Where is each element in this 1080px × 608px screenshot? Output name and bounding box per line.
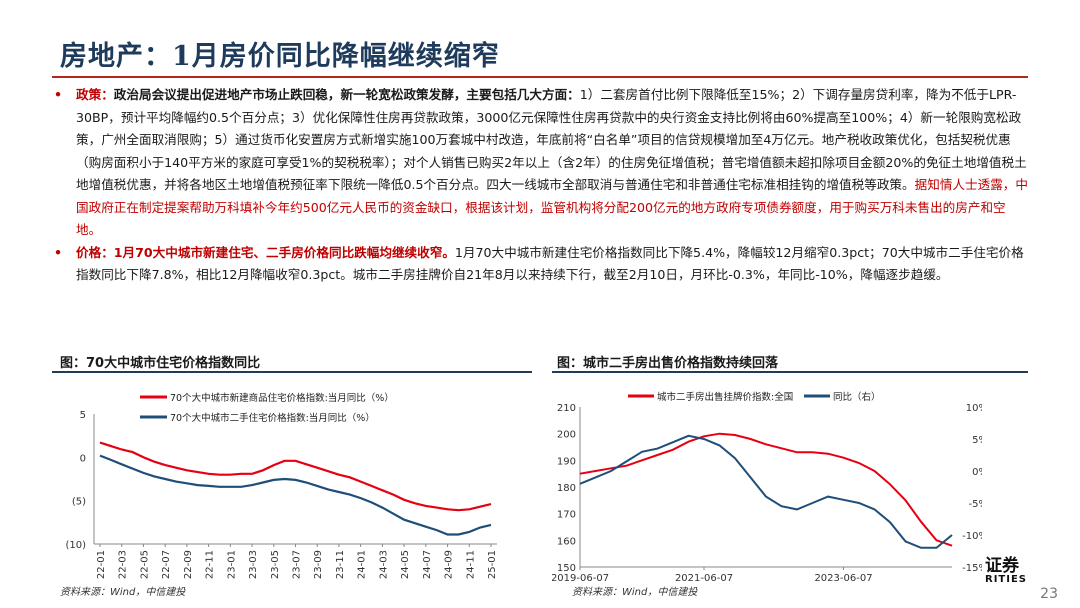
series-line-1 bbox=[99, 441, 492, 512]
y-left-tick-label: 150 bbox=[557, 563, 576, 574]
legend-label: 城市二手房出售挂牌价指数:全国 bbox=[657, 391, 793, 403]
bullet-body: 1月70大中城市新建住宅价格指数同比下降5.4%，降幅较12月缩窄0.3pct；… bbox=[76, 244, 1024, 283]
y-right-tick-label: 0% bbox=[972, 467, 982, 478]
x-tick-label: 24-11 bbox=[465, 550, 476, 579]
brand-logo-sub: RITIES bbox=[985, 574, 1027, 585]
y-tick-label: (10) bbox=[65, 540, 86, 551]
y-right-tick-label: -5% bbox=[969, 499, 982, 510]
series-line-2 bbox=[99, 454, 492, 536]
page-number: 23 bbox=[1040, 586, 1058, 602]
y-tick-label: 5 bbox=[80, 410, 86, 421]
right-chart-source: 资料来源：Wind，中信建投 bbox=[572, 587, 698, 598]
title-divider bbox=[52, 76, 1028, 78]
x-tick-label: 2019-06-07 bbox=[552, 573, 609, 584]
bullet-price: • 价格：1月70大中城市新建住宅、二手房价格同比跌幅均继续收窄。1月70大中城… bbox=[52, 242, 1028, 287]
left-chart-source: 资料来源：Wind，中信建投 bbox=[60, 587, 186, 598]
x-tick-label: 23-07 bbox=[292, 550, 303, 579]
x-tick-label: 23-09 bbox=[313, 550, 324, 579]
y-left-tick-label: 200 bbox=[557, 430, 576, 441]
y-tick-label: 0 bbox=[80, 453, 86, 464]
left-chart-rule bbox=[52, 371, 532, 373]
page-title: 房地产：1月房价同比降幅继续缩窄 bbox=[60, 41, 500, 72]
x-tick-label: 2023-06-07 bbox=[814, 573, 872, 584]
series-line-yoy bbox=[579, 434, 953, 549]
bullet-body-highlight: 据知情人士透露，中国政府正在制定提案帮助万科填补今年约500亿元人民币的资金缺口… bbox=[76, 177, 1028, 237]
x-tick-label: 23-01 bbox=[226, 550, 237, 579]
right-chart-rule bbox=[552, 371, 1028, 373]
x-tick-label: 24-05 bbox=[400, 550, 411, 579]
x-tick-label: 22-01 bbox=[96, 550, 107, 579]
x-tick-label: 24-01 bbox=[357, 550, 368, 579]
bullet-headline: 1月70大中城市新建住宅、二手房价格同比跌幅均继续收窄。 bbox=[113, 244, 455, 260]
y-left-tick-label: 190 bbox=[557, 456, 576, 467]
y-right-tick-label: 5% bbox=[972, 435, 982, 446]
bullet-dot: • bbox=[54, 244, 63, 260]
bullet-headline: 政治局会议提出促进地产市场止跌回稳，新一轮宽松政策发酵，主要包括几大方面： bbox=[113, 87, 580, 102]
x-tick-label: 2021-06-07 bbox=[675, 573, 733, 584]
legend-label: 同比（右） bbox=[833, 391, 881, 403]
x-tick-label: 23-05 bbox=[270, 550, 281, 579]
series-line-index bbox=[579, 432, 953, 547]
y-tick-label: (5) bbox=[72, 497, 86, 508]
bullet-policy: • 政策：政治局会议提出促进地产市场止跌回稳，新一轮宽松政策发酵，主要包括几大方… bbox=[52, 84, 1028, 242]
right-line-chart: 210 200 190 180 170 160 150 10% 5% 0% -5% -10% -15% 2… bbox=[552, 391, 982, 584]
brand-logo: 证券 bbox=[985, 556, 1019, 576]
x-tick-label: 23-11 bbox=[335, 550, 346, 579]
x-tick-label: 24-07 bbox=[422, 550, 433, 579]
right-chart-title: 图：城市二手房出售价格指数持续回落 bbox=[557, 356, 779, 371]
x-tick-label: 24-03 bbox=[378, 550, 389, 579]
x-tick-label: 25-01 bbox=[487, 550, 498, 579]
legend-label: 70个大中城市新建商品住宅价格指数:当月同比（%） bbox=[170, 392, 394, 404]
y-left-tick-label: 160 bbox=[557, 536, 576, 547]
y-right-tick-label: -10% bbox=[962, 531, 982, 542]
y-right-tick-label: -15% bbox=[962, 563, 982, 574]
y-right-tick-label: 10% bbox=[966, 403, 982, 414]
x-tick-label: 22-05 bbox=[139, 550, 150, 579]
x-tick-label: 23-03 bbox=[248, 550, 259, 579]
bullet-body: 1）二套房首付比例下限降低至15%；2）下调存量房贷利率，降为不低于LPR-30… bbox=[76, 87, 1027, 192]
left-line-chart: 5 0 (5) (10) 22-01 22-03 22-05 22-07 22-09 22-11 2… bbox=[65, 392, 498, 579]
x-tick-label: 22-03 bbox=[118, 550, 129, 579]
y-left-tick-label: 210 bbox=[557, 403, 576, 414]
bullet-label: 价格： bbox=[76, 244, 114, 260]
left-chart-title: 图：70大中城市住宅价格指数同比 bbox=[60, 356, 261, 371]
legend-label: 70个大中城市二手住宅价格指数:当月同比（%） bbox=[170, 412, 375, 424]
bullet-label: 政策： bbox=[76, 87, 114, 102]
y-left-tick-label: 170 bbox=[557, 510, 576, 521]
bullet-list: • 政策：政治局会议提出促进地产市场止跌回稳，新一轮宽松政策发酵，主要包括几大方… bbox=[52, 84, 1028, 287]
x-tick-label: 22-11 bbox=[205, 550, 216, 579]
bullet-dot: • bbox=[54, 87, 63, 102]
x-tick-label: 22-07 bbox=[161, 550, 172, 579]
y-left-tick-label: 180 bbox=[557, 483, 576, 494]
x-tick-label: 22-09 bbox=[183, 550, 194, 579]
x-tick-label: 24-09 bbox=[444, 550, 455, 579]
